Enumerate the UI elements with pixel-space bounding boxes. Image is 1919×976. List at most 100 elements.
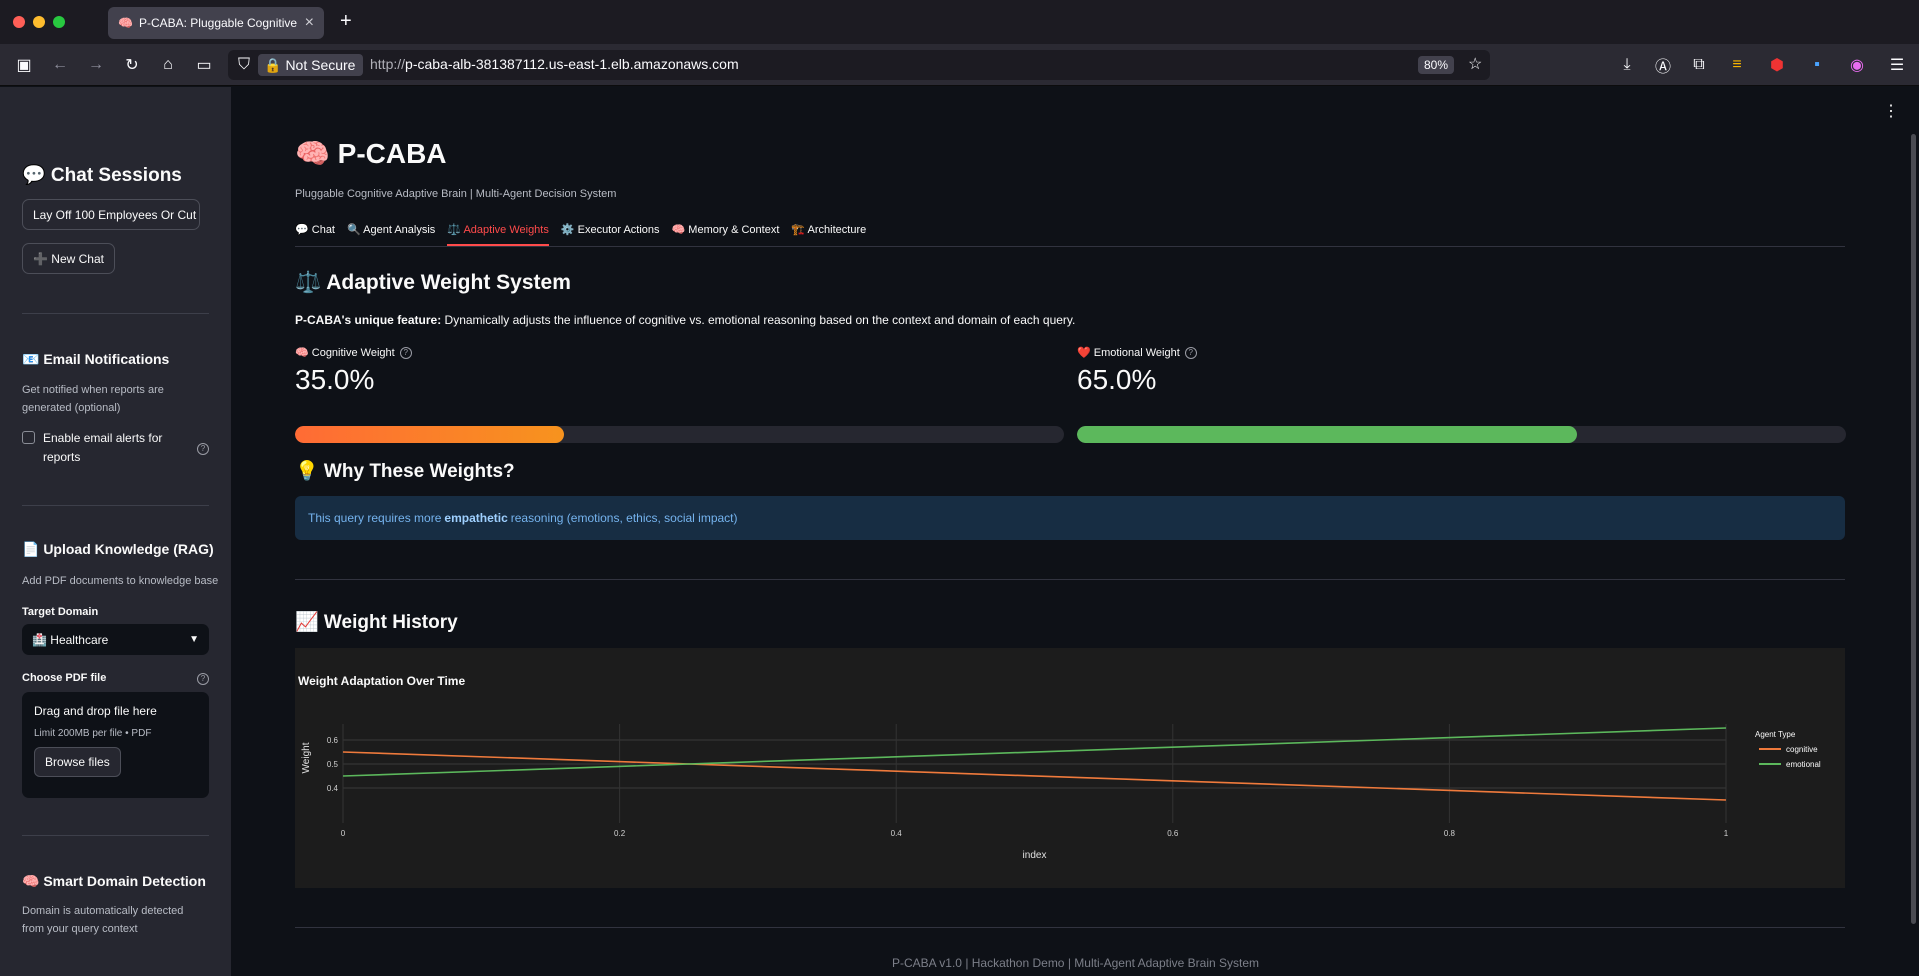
not-secure-badge[interactable]: 🔒 Not Secure <box>258 54 364 76</box>
help-icon[interactable]: ? <box>197 673 209 685</box>
help-icon[interactable]: ? <box>1184 346 1197 359</box>
chat-sessions-title: 💬 Chat Sessions <box>22 165 182 186</box>
color-extension-icon[interactable]: ◉ <box>1850 57 1864 74</box>
email-notifications-title: 📧 Email Notifications <box>22 351 170 367</box>
tab-4[interactable]: 🧠 Memory & Context <box>671 224 780 236</box>
divider <box>295 579 1845 580</box>
emotional-progress-fill <box>1077 426 1577 443</box>
scrollbar[interactable] <box>1911 134 1916 924</box>
tab-3[interactable]: ⚙️ Executor Actions <box>560 224 660 236</box>
feature-bold: P-CABA's unique feature: <box>295 313 442 327</box>
close-tab-icon[interactable]: × <box>304 14 314 31</box>
download-icon[interactable]: ⤓ <box>1623 56 1631 73</box>
chart-x-tick-label: 0.8 <box>1444 829 1456 838</box>
forward-icon[interactable]: → <box>88 56 104 73</box>
target-domain-value: 🏥 Healthcare <box>32 632 109 647</box>
chart-x-axis-label: index <box>1023 850 1047 861</box>
feature-description: P-CABA's unique feature: Dynamically adj… <box>295 313 1075 327</box>
emotional-weight-label-text: ❤️ Emotional Weight <box>1077 347 1180 359</box>
extensions-icon[interactable]: ⧉ <box>1693 56 1705 73</box>
minimize-window-button[interactable] <box>33 16 45 28</box>
choose-pdf-label: Choose PDF file <box>22 672 107 684</box>
new-tab-icon[interactable]: + <box>340 10 352 32</box>
tab-0[interactable]: 💬 Chat <box>295 224 335 236</box>
why-weights-title: 💡 Why These Weights? <box>295 461 515 482</box>
chart-x-tick-label: 0.4 <box>891 829 903 838</box>
cognitive-progress-fill <box>295 426 565 443</box>
url-protocol: http:// <box>370 56 406 72</box>
maximize-window-button[interactable] <box>53 16 65 28</box>
chart-y-tick-label: 0.4 <box>327 784 339 793</box>
help-icon[interactable]: ? <box>197 443 209 455</box>
chart-x-tick-label: 0.6 <box>1167 829 1179 838</box>
weight-history-title: 📈 Weight History <box>295 612 458 633</box>
chevron-down-icon: ▼ <box>189 634 199 645</box>
chart-series-line-cognitive <box>342 751 1727 801</box>
not-secure-label: Not Secure <box>285 57 356 73</box>
url-text[interactable]: http://p-caba-alb-381387112.us-east-1.el… <box>370 56 739 72</box>
sidebar-toggle-icon[interactable]: ▣ <box>16 57 32 74</box>
emotional-weight-label: ❤️ Emotional Weight ? <box>1077 346 1197 359</box>
lock-icon: 🔒 <box>264 56 282 73</box>
zoom-level[interactable]: 80% <box>1418 56 1455 74</box>
page-title: 🧠 P-CABA <box>295 138 447 169</box>
browser-navbar: ▣ ← → ↻ ⌂ ▭ ⛉ 🔒 Not Secure http://p-caba… <box>0 44 1919 86</box>
chat-session-button[interactable]: Lay Off 100 Employees Or Cut <box>22 199 200 230</box>
tab-5[interactable]: 🏗️ Architecture <box>791 224 867 236</box>
divider <box>295 927 1845 928</box>
upload-knowledge-title: 📄 Upload Knowledge (RAG) <box>22 541 214 557</box>
more-options-icon[interactable]: ⋮ <box>1883 103 1899 120</box>
home-icon[interactable]: ⌂ <box>163 56 173 73</box>
brain-icon: 🧠 <box>118 16 133 30</box>
save-extension-icon[interactable]: ▪ <box>1814 56 1820 73</box>
weight-history-chart[interactable]: Weight Adaptation Over Time 0.4 0.5 0.6 0 0.2… <box>295 648 1845 888</box>
tab-1[interactable]: 🔍 Agent Analysis <box>347 224 436 236</box>
target-domain-label: Target Domain <box>22 606 99 618</box>
chart-x-tick-label: 0.2 <box>614 829 626 838</box>
email-alerts-checkbox[interactable] <box>22 431 35 444</box>
tab-bar: 💬 Chat 🔍 Agent Analysis ⚖️ Adaptive Weight… <box>295 223 1845 247</box>
cognitive-weight-label: 🧠 Cognitive Weight ? <box>295 346 412 359</box>
shield-icon[interactable]: ⛉ <box>237 56 250 73</box>
smart-detection-title: 🧠 Smart Domain Detection <box>22 873 206 889</box>
browser-tab-bar: 🧠 P-CABA: Pluggable Cognitive Ad × + <box>0 0 1919 44</box>
emotional-weight-value: 65.0% <box>1077 364 1157 395</box>
chart-title: Weight Adaptation Over Time <box>298 674 465 688</box>
chart-x-tick-label: 1 <box>1724 829 1729 838</box>
reload-icon[interactable]: ↻ <box>125 57 139 74</box>
url-bar[interactable]: ⛉ 🔒 Not Secure http://p-caba-alb-3813871… <box>228 50 1490 80</box>
upload-limit-text: Limit 200MB per file • PDF <box>34 728 152 739</box>
chart-x-tick-label: 0 <box>341 829 346 838</box>
info-alert: This query requires more empathetic reas… <box>295 496 1845 540</box>
help-icon[interactable]: ? <box>399 346 412 359</box>
tab-2[interactable]: ⚖️ Adaptive Weights <box>447 223 549 246</box>
new-chat-button[interactable]: ➕ New Chat <box>22 243 115 274</box>
cognitive-progress-bar <box>295 426 1064 443</box>
upload-description: Add PDF documents to knowledge base <box>22 575 219 587</box>
chart-series-line-emotional <box>342 727 1727 777</box>
sidebar-divider <box>22 505 209 506</box>
browser-tab[interactable]: 🧠 P-CABA: Pluggable Cognitive Ad × <box>108 7 324 39</box>
section-title: ⚖️ Adaptive Weight System <box>295 271 571 294</box>
account-icon[interactable]: Ⓐ <box>1654 59 1671 76</box>
sidebar-divider <box>22 313 209 314</box>
browse-files-button[interactable]: Browse files <box>34 747 121 777</box>
cognitive-weight-label-text: 🧠 Cognitive Weight <box>295 347 395 359</box>
info-text-pre: This query requires more <box>308 511 442 525</box>
email-alerts-label: Enable email alerts for reports <box>43 431 163 464</box>
ublock-icon[interactable]: ⬢ <box>1770 57 1784 74</box>
target-domain-select[interactable]: 🏥 Healthcare ▼ <box>22 624 209 655</box>
main-content: ⋮ 🧠 P-CABA Pluggable Cognitive Adaptive … <box>232 87 1919 976</box>
footer: P-CABA v1.0 | Hackathon Demo | Multi-Age… <box>891 956 1260 970</box>
close-window-button[interactable] <box>13 16 25 28</box>
chart-y-tick-label: 0.5 <box>327 760 339 769</box>
back-icon[interactable]: ← <box>52 56 68 73</box>
bookmark-star-icon[interactable]: ☆ <box>1468 56 1483 73</box>
file-dropzone[interactable]: Drag and drop file here Limit 200MB per … <box>22 692 209 798</box>
extension-stack-icon[interactable]: ≡ <box>1732 56 1742 73</box>
folder-icon[interactable]: ▭ <box>196 57 212 74</box>
menu-icon[interactable]: ☰ <box>1889 57 1905 74</box>
chart-y-axis-label: Weight <box>301 742 312 773</box>
email-description: Get notified when reports are generated … <box>22 384 164 414</box>
chart-y-tick-label: 0.6 <box>327 736 339 745</box>
